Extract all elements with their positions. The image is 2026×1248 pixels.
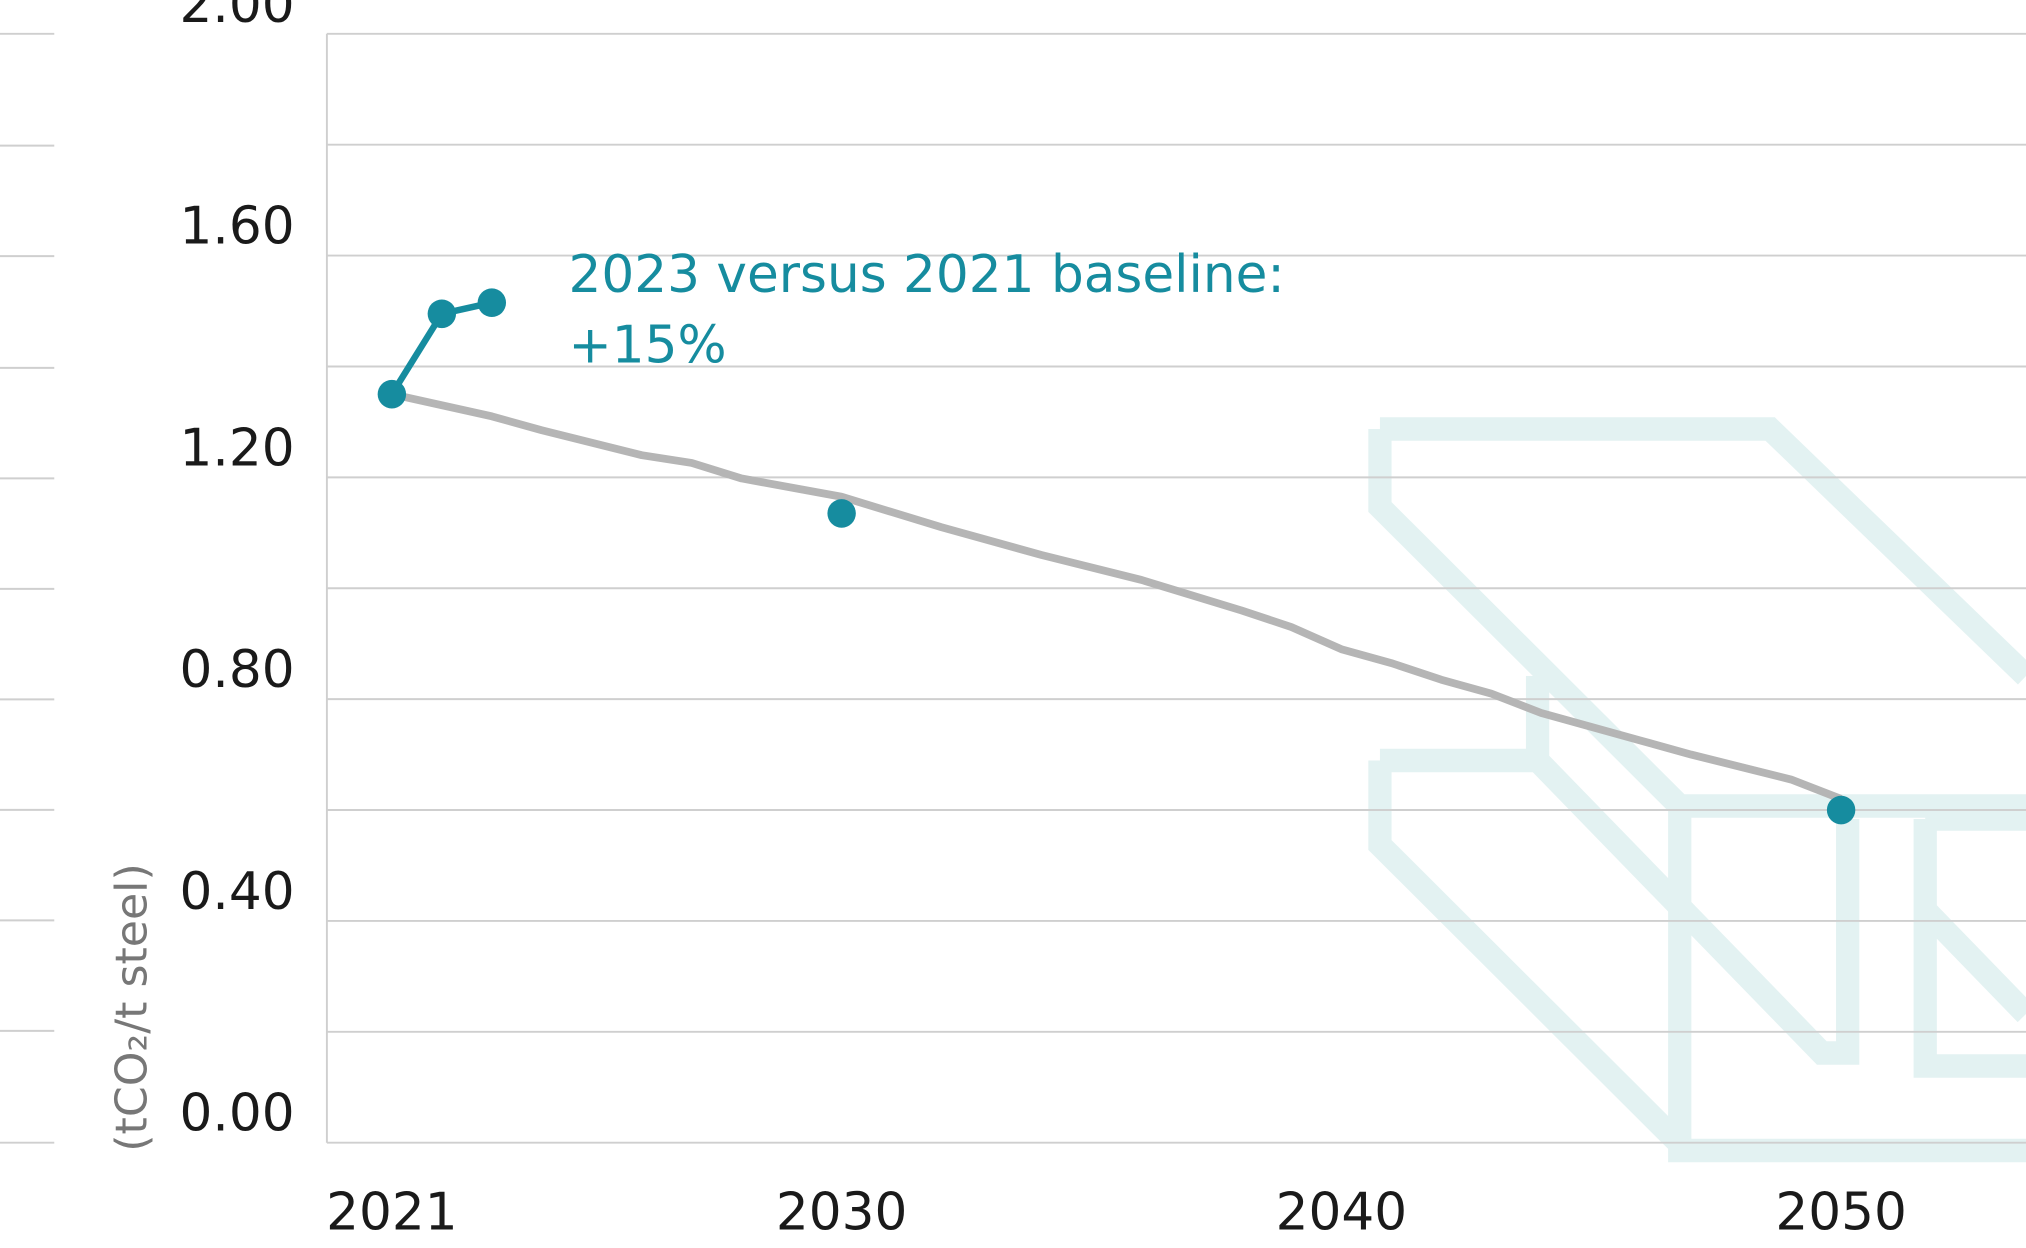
y-tick-label: 1.60 <box>180 196 295 256</box>
watermark <box>1368 417 2026 1163</box>
x-tick-label: 2050 <box>1775 1182 1907 1242</box>
y-axis-label: (tCO₂/t steel) <box>106 863 157 1151</box>
line <box>391 390 1843 803</box>
marker <box>377 379 407 409</box>
y-tick-label: 0.00 <box>180 1084 295 1144</box>
marker <box>477 288 507 318</box>
annotation: 2023 versus 2021 baseline: <box>569 245 1285 305</box>
neighbor-grid <box>0 32 55 1144</box>
y-tick-label: 0.80 <box>180 640 295 700</box>
y-tick-label: 2.00 <box>180 0 295 35</box>
x-tick-label: 2021 <box>326 1182 458 1242</box>
marker <box>827 499 856 528</box>
x-tick-label: 2040 <box>1276 1182 1408 1242</box>
x-tick-label: 2030 <box>776 1182 908 1242</box>
y-tick-label: 1.20 <box>180 418 295 478</box>
annotation: +15% <box>569 315 727 375</box>
y-tick-label: 0.40 <box>180 862 295 922</box>
marker <box>427 299 457 329</box>
marker <box>1826 795 1856 825</box>
